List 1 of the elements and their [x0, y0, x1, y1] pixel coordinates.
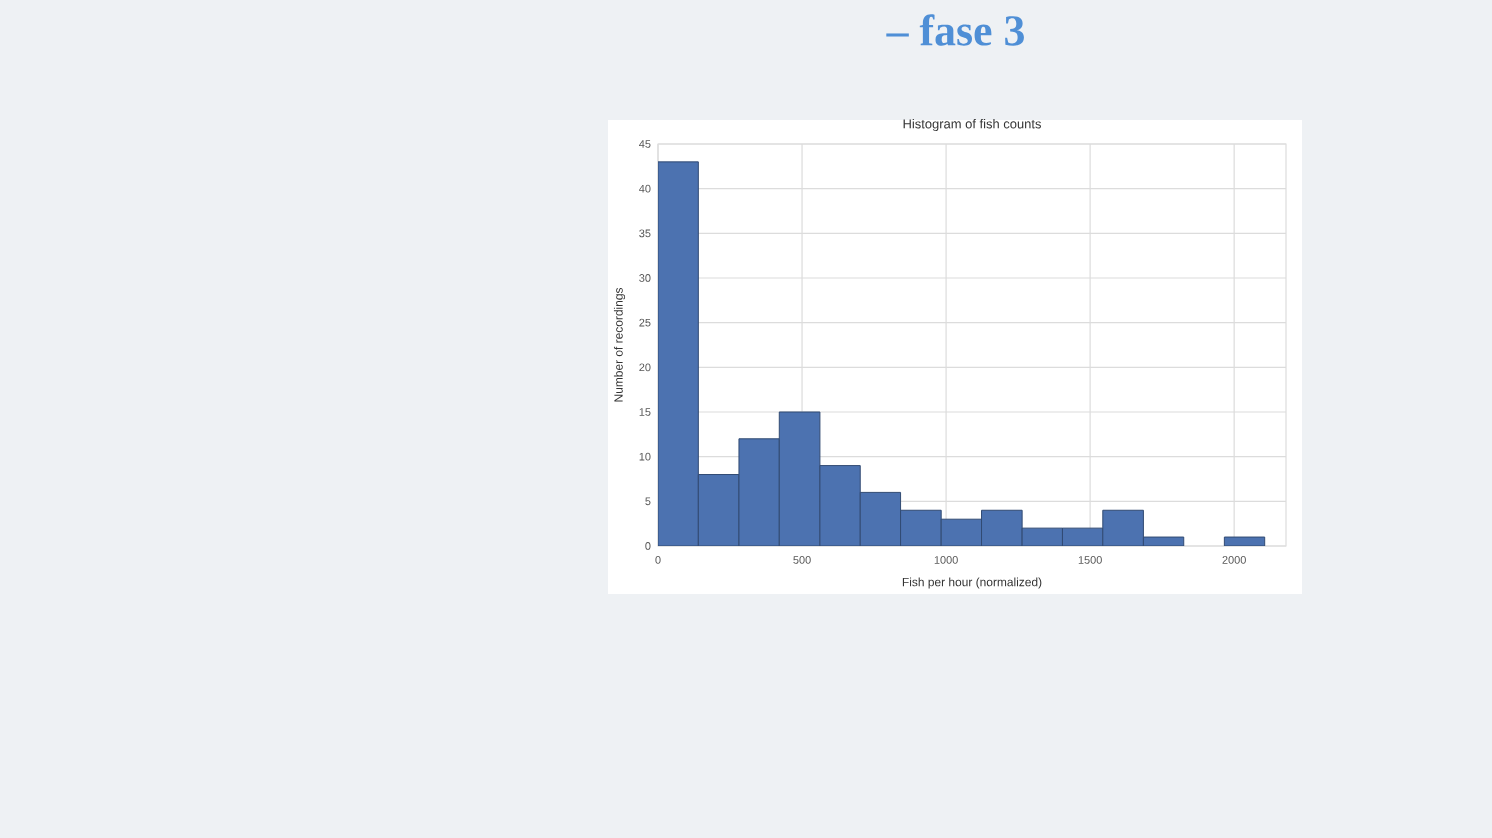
text: – fase 3: [886, 14, 1024, 46]
